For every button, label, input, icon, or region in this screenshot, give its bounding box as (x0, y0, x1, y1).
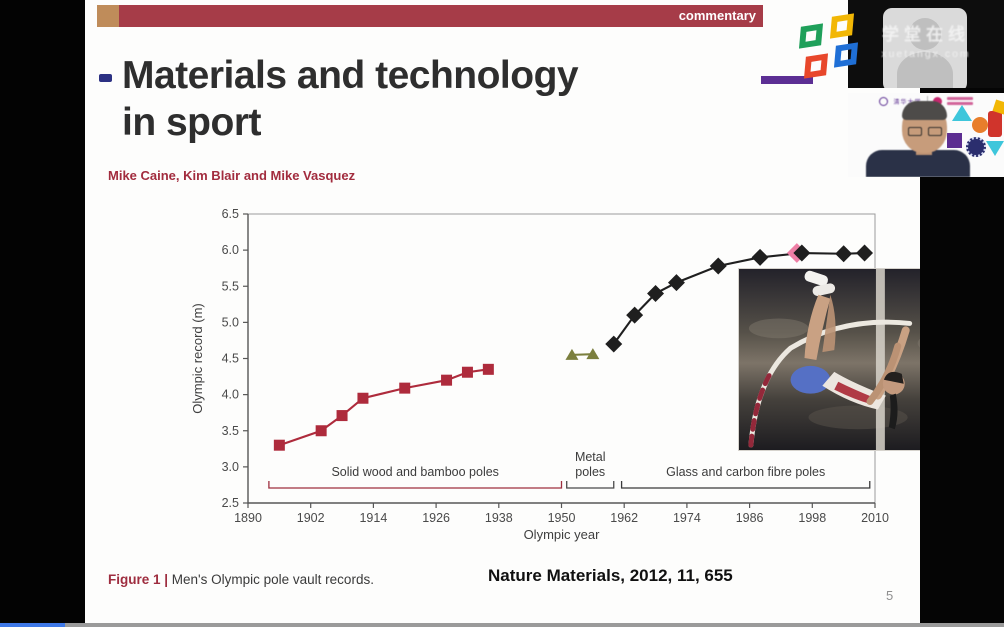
svg-text:3.0: 3.0 (222, 460, 239, 474)
backdrop-orange-circle (972, 117, 988, 133)
svg-text:Olympic record (m): Olympic record (m) (190, 303, 205, 414)
backdrop-globe-circle (966, 137, 986, 157)
presenter-hair (902, 101, 947, 120)
svg-text:6.0: 6.0 (222, 243, 239, 257)
logo-square-yellow (829, 13, 855, 39)
presentation-slide: commentary Materials and technology in s… (85, 0, 998, 623)
svg-text:1926: 1926 (422, 511, 450, 525)
svg-text:1950: 1950 (548, 511, 576, 525)
figure-caption-label: Figure 1 | (108, 572, 169, 587)
pole-red-bands (748, 368, 775, 448)
logo-square-red (803, 53, 829, 79)
purple-accent-bar (761, 76, 813, 84)
tsinghua-logo-text: 清华大学 (893, 99, 922, 106)
slide-title-line2: in sport (122, 101, 262, 144)
svg-text:1974: 1974 (673, 511, 701, 525)
commentary-label: commentary (678, 8, 756, 23)
backdrop-teal-triangle-2 (986, 141, 1004, 156)
slide-page-number: 5 (886, 588, 894, 603)
backdrop-red-block (988, 111, 1002, 137)
pole-vault-chart: 1890 1902 1914 1926 1938 1950 1962 1974 1986 1998… (190, 207, 889, 542)
conference-logo-text (946, 97, 973, 105)
commentary-header-bar: commentary (98, 5, 763, 27)
vaulter-body (790, 270, 910, 430)
svg-text:1998: 1998 (798, 511, 826, 525)
tsinghua-seal-icon (879, 96, 889, 106)
presenter-glasses (908, 127, 942, 136)
xuetangx-logo-icon (798, 13, 864, 81)
svg-text:1962: 1962 (610, 511, 638, 525)
svg-text:4.5: 4.5 (222, 352, 239, 366)
slide-title-line1: Materials and technology (122, 54, 579, 97)
participant-tile-camera-off[interactable]: 学堂在线 xuetangx.com (848, 0, 1004, 88)
figure-caption-text: Men's Olympic pole vault records. (168, 572, 374, 587)
avatar-shoulders-icon (897, 52, 953, 88)
xuetangx-watermark: 学堂在线 xuetangx.com (848, 20, 1004, 60)
svg-text:1938: 1938 (485, 511, 513, 525)
video-progress-bar[interactable] (0, 623, 1004, 627)
svg-text:1914: 1914 (359, 511, 387, 525)
watermark-line1: 学堂在线 (882, 25, 970, 44)
journal-reference: Nature Materials, 2012, 11, 655 (488, 566, 733, 585)
watermark-line2: xuetangx.com (881, 48, 971, 60)
logo-square-green (798, 23, 824, 49)
svg-text:poles: poles (575, 465, 605, 479)
authors-line: Mike Caine, Kim Blair and Mike Vasquez (108, 168, 356, 183)
svg-text:1890: 1890 (234, 511, 262, 525)
svg-text:6.5: 6.5 (222, 207, 239, 221)
svg-text:Metal: Metal (575, 450, 606, 464)
tan-accent-square (97, 5, 119, 27)
slide-title: Materials and technology in sport (122, 52, 579, 146)
video-progress-fill (0, 623, 66, 627)
title-bullet-dash (99, 74, 112, 82)
backdrop-teal-triangle (952, 105, 972, 121)
svg-text:Solid wood and bamboo poles: Solid wood and bamboo poles (331, 465, 498, 479)
backdrop-purple-square (947, 133, 962, 148)
avatar-placeholder (883, 8, 967, 88)
svg-text:1902: 1902 (297, 511, 325, 525)
svg-text:2010: 2010 (861, 511, 889, 525)
svg-text:2.5: 2.5 (222, 496, 239, 510)
svg-text:5.5: 5.5 (222, 279, 239, 293)
svg-text:Glass and carbon fibre poles: Glass and carbon fibre poles (666, 465, 825, 479)
svg-text:3.5: 3.5 (222, 424, 239, 438)
svg-text:4.0: 4.0 (222, 388, 239, 402)
svg-text:5.0: 5.0 (222, 315, 239, 329)
vault-standard-upright (875, 269, 885, 450)
svg-text:1986: 1986 (736, 511, 764, 525)
presenter-webcam-tile[interactable]: 清华大学 (848, 93, 1004, 177)
avatar-head-icon (909, 18, 941, 50)
logo-square-blue (833, 42, 859, 68)
figure-caption: Figure 1 | Men's Olympic pole vault reco… (108, 572, 374, 587)
svg-text:Olympic year: Olympic year (524, 527, 601, 542)
